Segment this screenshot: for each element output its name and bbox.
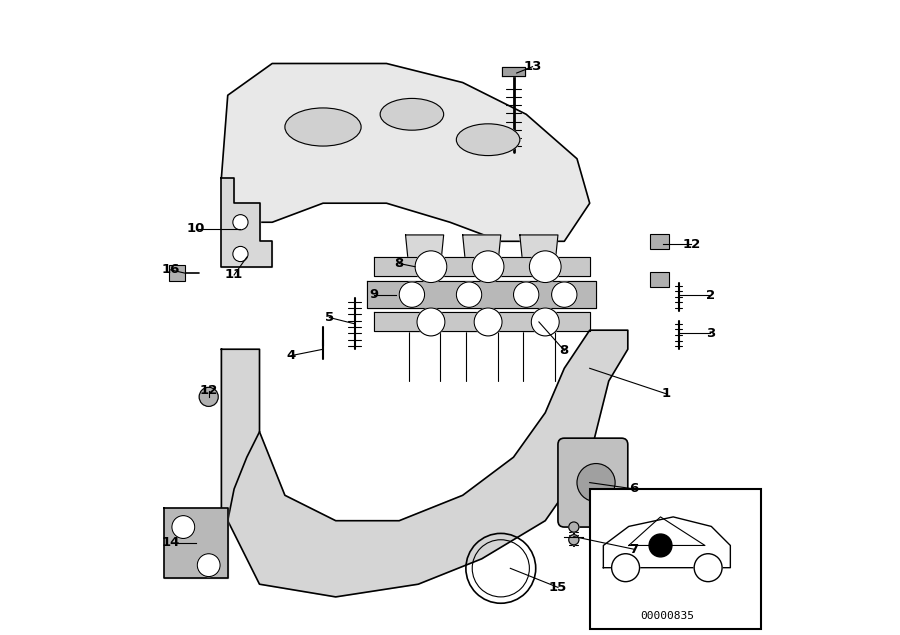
Text: 16: 16 <box>161 264 180 276</box>
Ellipse shape <box>456 124 520 156</box>
Text: 10: 10 <box>187 222 205 235</box>
Text: 14: 14 <box>161 537 180 549</box>
Text: 1: 1 <box>662 387 670 400</box>
Polygon shape <box>406 235 444 267</box>
Circle shape <box>569 522 579 532</box>
Text: 13: 13 <box>524 60 542 73</box>
Circle shape <box>199 387 218 406</box>
Circle shape <box>612 554 640 582</box>
Circle shape <box>415 251 446 283</box>
Circle shape <box>456 282 482 307</box>
Text: 6: 6 <box>629 483 639 495</box>
Text: 12: 12 <box>682 238 700 251</box>
Circle shape <box>569 535 579 545</box>
Polygon shape <box>603 517 731 568</box>
Text: 2: 2 <box>706 289 715 302</box>
Circle shape <box>474 308 502 336</box>
Circle shape <box>197 554 220 577</box>
Polygon shape <box>367 281 596 308</box>
Circle shape <box>694 554 722 582</box>
Polygon shape <box>221 330 628 597</box>
Polygon shape <box>374 312 590 331</box>
Text: 8: 8 <box>560 344 569 357</box>
Circle shape <box>400 282 425 307</box>
Circle shape <box>514 282 539 307</box>
Circle shape <box>233 246 248 262</box>
FancyBboxPatch shape <box>169 265 184 281</box>
Circle shape <box>172 516 194 538</box>
Text: 11: 11 <box>225 269 243 281</box>
Polygon shape <box>221 64 590 241</box>
Ellipse shape <box>285 108 361 146</box>
Circle shape <box>233 215 248 230</box>
Text: 4: 4 <box>286 349 296 362</box>
Text: 00000835: 00000835 <box>640 611 694 621</box>
Circle shape <box>529 251 561 283</box>
FancyBboxPatch shape <box>650 272 669 287</box>
Circle shape <box>577 464 615 502</box>
Polygon shape <box>502 67 525 76</box>
Text: 12: 12 <box>200 384 218 397</box>
Text: 7: 7 <box>630 543 639 556</box>
Circle shape <box>649 534 672 557</box>
Text: 5: 5 <box>325 311 334 324</box>
Circle shape <box>417 308 445 336</box>
Text: 3: 3 <box>706 327 715 340</box>
Polygon shape <box>520 235 558 267</box>
Circle shape <box>472 251 504 283</box>
Text: 8: 8 <box>394 257 404 270</box>
Ellipse shape <box>380 98 444 130</box>
Polygon shape <box>374 257 590 276</box>
Circle shape <box>552 282 577 307</box>
Text: 15: 15 <box>549 581 567 594</box>
Circle shape <box>531 308 559 336</box>
Polygon shape <box>164 508 228 578</box>
Polygon shape <box>221 178 272 267</box>
Text: 9: 9 <box>369 288 378 301</box>
FancyBboxPatch shape <box>650 234 669 249</box>
Bar <box>590 489 761 629</box>
Polygon shape <box>463 235 500 267</box>
FancyBboxPatch shape <box>558 438 628 527</box>
